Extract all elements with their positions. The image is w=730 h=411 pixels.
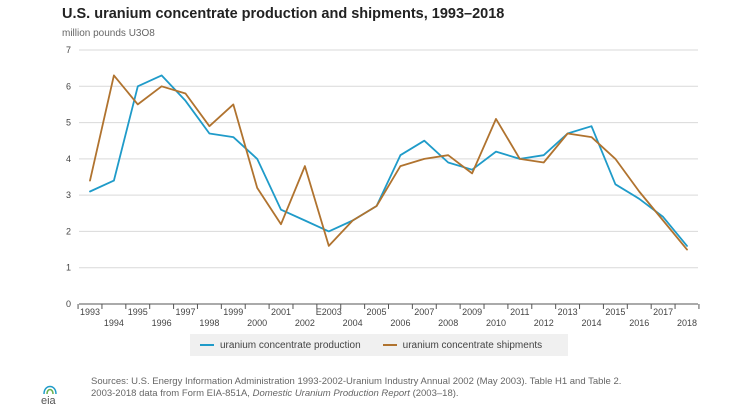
- legend-item-production: uranium concentrate production: [200, 340, 361, 351]
- source-line-1: Sources: U.S. Energy Information Adminis…: [91, 376, 622, 387]
- source-line-2-prefix: 2003-2018 data from Form EIA-851A,: [91, 388, 253, 399]
- x-tick-label: 2001: [271, 307, 291, 317]
- x-tick-label: 2014: [581, 318, 601, 328]
- production-series-line: [89, 74, 688, 247]
- eia-logo-text: eia: [41, 395, 56, 407]
- y-tick-label: 3: [66, 190, 71, 200]
- x-tick-label: 2009: [462, 307, 482, 317]
- shipments-series-line: [89, 74, 688, 251]
- x-tick-label: 1994: [104, 318, 124, 328]
- y-tick-label: 6: [66, 81, 71, 91]
- x-tick-label: 2016: [629, 318, 649, 328]
- x-tick-label: 2010: [486, 318, 506, 328]
- x-tick-label: 2011: [510, 307, 529, 317]
- x-tick-label: 2015: [605, 307, 625, 317]
- legend-swatch-shipments: [382, 344, 397, 346]
- x-tick-label: 2004: [343, 318, 363, 328]
- eia-logo-icon: [43, 385, 57, 395]
- x-tick-label: 1996: [152, 318, 172, 328]
- source-note: Sources: U.S. Energy Information Adminis…: [91, 376, 621, 400]
- series-lines: [89, 74, 688, 251]
- source-line-2-title: Domestic Uranium Production Report: [252, 388, 410, 399]
- legend-label-production: uranium concentrate production: [220, 339, 361, 351]
- x-tick-label: 2000: [247, 318, 267, 328]
- y-tick-label: 4: [66, 154, 71, 164]
- x-tick-label: 2013: [558, 307, 578, 317]
- x-tick-label: 1995: [128, 307, 148, 317]
- x-tick-label: 2012: [534, 318, 554, 328]
- legend: uranium concentrate production uranium c…: [190, 334, 568, 356]
- x-tick-label: 1993: [80, 307, 100, 317]
- y-tick-label: 5: [66, 118, 71, 128]
- y-tick-label: 7: [66, 45, 71, 55]
- x-tick-label: 2006: [390, 318, 410, 328]
- legend-label-shipments: uranium concentrate shipments: [402, 339, 543, 351]
- x-tick-label: 2008: [438, 318, 458, 328]
- x-tick-label: 1997: [176, 307, 196, 317]
- x-tick-label: 2005: [367, 307, 387, 317]
- gridlines: [79, 49, 698, 269]
- x-tick-label: 1998: [199, 318, 219, 328]
- x-tick-label: 2002: [295, 318, 315, 328]
- x-tick-label: 2007: [414, 307, 434, 317]
- source-line-2: 2003-2018 data from Form EIA-851A, Domes…: [91, 388, 621, 400]
- y-tick-label: 1: [66, 263, 71, 273]
- chart-title: U.S. uranium concentrate production and …: [62, 6, 505, 22]
- y-axis-unit-label: million pounds U3O8: [62, 28, 155, 39]
- x-tick-label: 2018: [677, 318, 697, 328]
- x-tick-label: 2017: [653, 307, 673, 317]
- legend-swatch-production: [200, 344, 214, 346]
- legend-item-shipments: uranium concentrate shipments: [382, 339, 543, 351]
- x-tick-label: 1999: [223, 307, 243, 317]
- y-tick-labels: 0 1 2 3 4 5 6 7: [66, 45, 71, 309]
- source-line-2-suffix: (2003–18).: [409, 388, 459, 399]
- x-tick-label: E2003: [316, 307, 342, 317]
- y-tick-label: 0: [66, 299, 71, 309]
- y-tick-label: 2: [66, 226, 71, 236]
